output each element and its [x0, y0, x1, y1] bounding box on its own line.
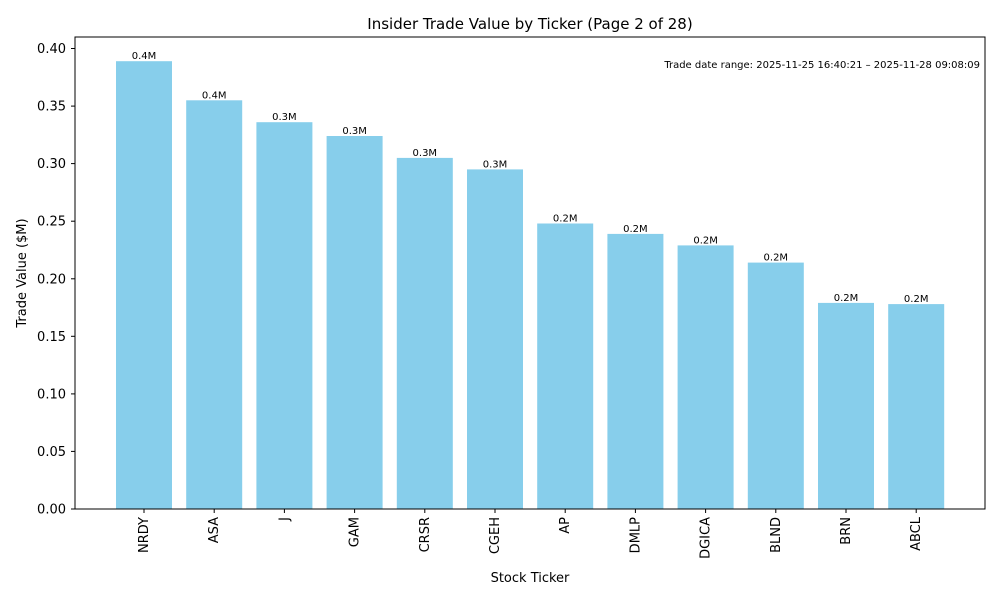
y-tick-label: 0.20	[37, 272, 66, 287]
bar-value-label: 0.3M	[272, 112, 297, 123]
bar-ap	[537, 223, 594, 509]
x-tick-label: CGEH	[488, 517, 503, 554]
y-axis-ticks: 0.00 0.05 0.10 0.15 0.20 0.25 0.30 0.35 0.40	[37, 42, 75, 518]
x-axis-ticks: NRDY ASA J GAM CRSR CGEH AP DMLP DGICA BLND BRN ABC…	[137, 509, 924, 559]
bar-brn	[818, 302, 874, 509]
bar-value-label: 0.3M	[413, 148, 438, 159]
bar-blnd	[747, 262, 804, 509]
bar-value-label: 0.4M	[132, 51, 157, 62]
x-tick-label: ASA	[207, 517, 222, 543]
bar-cgeh	[467, 169, 523, 509]
y-tick-label: 0.10	[37, 387, 66, 402]
date-range-annotation: Trade date range: 2025-11-25 16:40:21 – …	[663, 60, 980, 71]
x-tick-label: NRDY	[137, 517, 152, 553]
y-tick-label: 0.15	[37, 330, 66, 345]
bar-abcl	[888, 304, 945, 509]
y-tick-label: 0.40	[37, 42, 66, 57]
bar-value-label: 0.3M	[342, 126, 367, 137]
bar-value-label: 0.2M	[764, 253, 789, 264]
y-axis-label: Trade Value ($M)	[15, 218, 30, 328]
x-axis-label: Stock Ticker	[491, 571, 570, 586]
bar-value-label: 0.2M	[553, 214, 578, 225]
bar-value-label: 0.4M	[202, 90, 227, 101]
x-tick-label: CRSR	[418, 517, 433, 552]
x-tick-label: J	[277, 517, 292, 522]
bar-value-label: 0.3M	[483, 159, 508, 170]
bar-value-label: 0.2M	[904, 294, 929, 305]
y-tick-label: 0.05	[37, 445, 66, 460]
x-tick-label: DMLP	[628, 517, 643, 553]
x-tick-label: ABCL	[909, 516, 924, 551]
y-tick-label: 0.30	[37, 157, 66, 172]
bar-crsr	[396, 157, 453, 509]
bar-value-label: 0.2M	[693, 235, 718, 246]
y-tick-label: 0.35	[37, 100, 66, 115]
x-tick-label: AP	[558, 517, 573, 534]
bars-group	[116, 61, 945, 510]
chart-title: Insider Trade Value by Ticker (Page 2 of…	[367, 15, 692, 33]
x-tick-label: DGICA	[699, 517, 714, 559]
bar-value-label: 0.2M	[834, 293, 859, 304]
x-tick-label: GAM	[348, 517, 363, 547]
plot-frame	[74, 36, 986, 510]
x-tick-label: BRN	[839, 517, 854, 545]
x-tick-label: BLND	[769, 517, 784, 553]
y-tick-label: 0.00	[37, 503, 66, 518]
bar-value-label: 0.2M	[623, 224, 648, 235]
bar-dmlp	[607, 233, 664, 509]
bar-j	[256, 122, 313, 509]
y-tick-label: 0.25	[37, 215, 66, 230]
bar-gam	[326, 136, 383, 509]
bar-labels-group: 0.4M 0.4M 0.3M 0.3M 0.3M 0.3M 0.2M 0.2M 0.2M 0.2M…	[132, 51, 929, 305]
bar-nrdy	[116, 61, 172, 509]
bar-dgica	[677, 245, 734, 509]
bar-asa	[186, 100, 243, 510]
